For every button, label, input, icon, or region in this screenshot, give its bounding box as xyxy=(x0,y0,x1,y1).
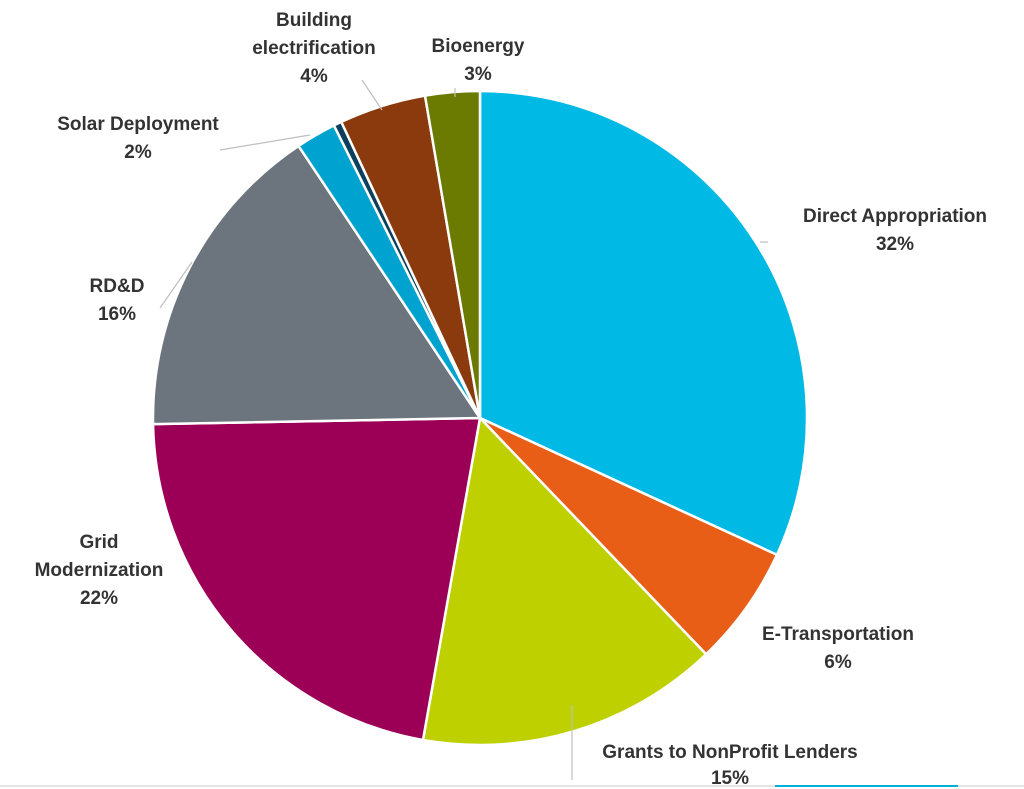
pie-slice-grid-modernization xyxy=(151,416,482,742)
leader-line-building-electrification xyxy=(361,79,383,111)
pie-slice-grants-to-nonprofit-lenders xyxy=(421,415,708,747)
slice-label-building-electrification-0: Building xyxy=(276,10,352,31)
pie-slice-e-transportation xyxy=(479,416,779,656)
slice-percent-grid-modernization: 22% xyxy=(80,588,118,609)
slice-label-building-electrification-1: electrification xyxy=(252,38,376,59)
leader-lines xyxy=(159,79,768,780)
pie-slices xyxy=(151,89,809,747)
slice-label-grants-to-nonprofit-lenders-0: Grants to NonProfit Lenders xyxy=(602,742,857,763)
slice-percent-direct-appropriation: 32% xyxy=(876,234,914,255)
slice-percent-e-transportation: 6% xyxy=(824,652,852,673)
slice-label-e-transportation-0: E-Transportation xyxy=(762,624,914,645)
slice-percent-bioenergy: 3% xyxy=(464,64,492,85)
slice-label-rd-d-0: RD&D xyxy=(90,276,145,297)
slice-label-grid-modernization-1: Modernization xyxy=(35,560,164,581)
leader-line-rd-d xyxy=(159,261,193,309)
slice-percent-grants-to-nonprofit-lenders: 15% xyxy=(711,768,749,789)
slice-percent-rd-d: 16% xyxy=(98,304,136,325)
slice-percent-building-electrification: 4% xyxy=(300,66,328,87)
slice-label-direct-appropriation-0: Direct Appropriation xyxy=(803,206,987,227)
slice-percent-solar-deployment: 2% xyxy=(124,142,152,163)
slice-label-bioenergy-0: Bioenergy xyxy=(432,36,525,57)
pie-slice-direct-appropriation xyxy=(478,89,809,557)
leader-line-solar-deployment xyxy=(219,134,311,151)
slice-label-solar-deployment-0: Solar Deployment xyxy=(57,114,219,135)
pie-slice-bioenergy xyxy=(423,89,482,419)
slice-label-grid-modernization-0: Grid xyxy=(79,532,118,553)
slice-labels: Direct Appropriation 32% E-Transportation 6… xyxy=(35,10,987,789)
pie-slice-rd-d xyxy=(151,144,483,426)
